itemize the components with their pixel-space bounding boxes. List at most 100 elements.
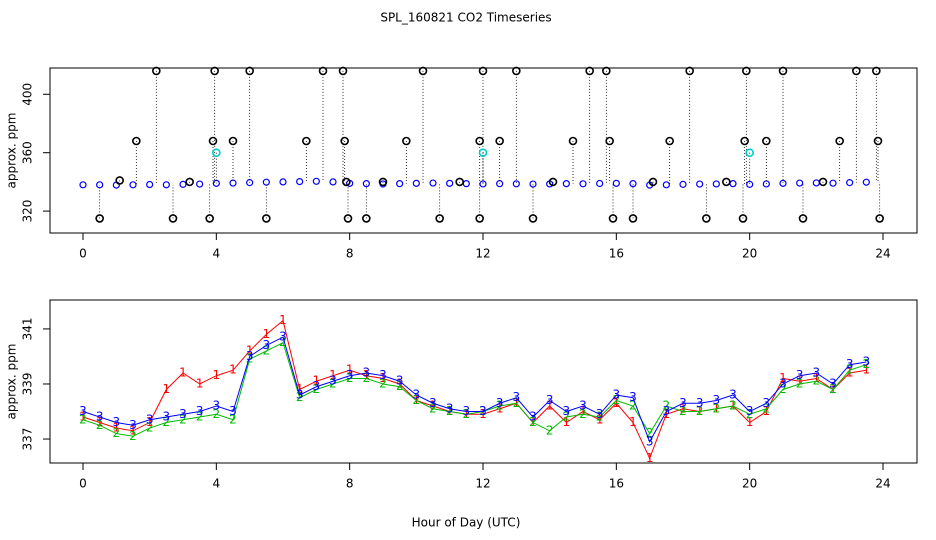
data-marker: 3: [846, 357, 854, 371]
data-marker: 3: [163, 410, 171, 424]
data-marker: 2: [463, 407, 471, 421]
data-marker: 1: [329, 368, 337, 382]
x-tick-label: 4: [213, 477, 221, 491]
data-marker: 3: [563, 404, 571, 418]
data-marker: 2: [413, 393, 421, 407]
data-point: [679, 180, 687, 188]
data-point: [495, 136, 504, 146]
y-tick-label: 360: [21, 141, 35, 164]
data-point: [318, 66, 328, 76]
data-marker: 2: [546, 423, 554, 437]
data-marker: 1: [796, 374, 804, 388]
data-point: [340, 136, 349, 146]
data-point: [738, 214, 748, 223]
data-point: [208, 136, 218, 146]
data-marker: 1: [163, 382, 171, 396]
data-point: [475, 214, 484, 223]
data-point: [129, 181, 137, 189]
data-point: [95, 214, 104, 223]
data-marker: 3: [146, 412, 154, 426]
data-marker: 2: [596, 410, 604, 424]
data-marker: 2: [529, 415, 537, 429]
data-marker: 3: [413, 387, 421, 401]
data-marker: 2: [329, 376, 337, 390]
x-tick-label: 12: [475, 247, 490, 261]
data-point: [228, 136, 238, 146]
x-tick-label: 12: [475, 477, 490, 491]
data-marker: 3: [496, 396, 504, 410]
data-marker: 3: [113, 415, 121, 429]
data-marker: 2: [229, 412, 237, 426]
data-marker: 2: [346, 371, 354, 385]
data-point: [875, 214, 884, 223]
data-marker: 1: [546, 399, 554, 413]
data-point: [818, 177, 828, 187]
data-point: [529, 180, 537, 188]
data-marker: 3: [246, 349, 254, 363]
data-point: [722, 177, 731, 187]
data-point: [778, 66, 788, 76]
data-point: [296, 178, 304, 186]
data-marker: 3: [579, 399, 587, 413]
data-point: [343, 214, 353, 223]
data-point: [212, 148, 221, 157]
data-marker: 2: [163, 415, 171, 429]
data-point: [665, 136, 674, 146]
data-marker: 2: [363, 371, 371, 385]
data-marker: 2: [96, 418, 104, 432]
data-point: [562, 180, 570, 188]
data-marker: 1: [763, 404, 771, 418]
data-marker: 2: [679, 404, 687, 418]
data-marker: 1: [313, 374, 321, 388]
data-point: [596, 179, 604, 188]
y-tick-label: 400: [21, 83, 35, 106]
data-marker: 3: [546, 393, 554, 407]
data-marker: 2: [829, 382, 837, 396]
data-marker: 1: [679, 401, 687, 415]
data-marker: 3: [346, 368, 354, 382]
data-marker: 1: [396, 376, 404, 390]
data-point: [512, 66, 521, 76]
data-marker: 2: [779, 382, 787, 396]
data-marker: 3: [313, 379, 321, 393]
y-axis-label: approx. ppm: [5, 344, 19, 420]
data-marker: 1: [113, 421, 121, 435]
data-point: [779, 179, 787, 187]
data-point: [402, 136, 411, 146]
data-point: [648, 177, 658, 187]
data-marker: 2: [379, 376, 387, 390]
data-point: [338, 66, 348, 76]
data-point: [132, 136, 141, 146]
data-point: [329, 178, 337, 186]
data-point: [512, 180, 520, 188]
y-tick-label: 320: [21, 200, 35, 223]
x-tick-label: 24: [875, 247, 890, 261]
data-marker: 1: [96, 415, 104, 429]
data-point: [745, 148, 754, 157]
data-point: [362, 180, 370, 188]
data-point: [342, 177, 351, 187]
data-point: [662, 181, 670, 189]
data-marker: 3: [863, 354, 871, 368]
data-point: [478, 148, 488, 157]
data-marker: 1: [246, 343, 254, 357]
data-marker: 2: [263, 343, 271, 357]
data-marker: 3: [729, 387, 737, 401]
series-line: [82, 319, 867, 460]
data-marker: 2: [613, 393, 621, 407]
data-point: [196, 180, 204, 188]
data-marker: 3: [779, 376, 787, 390]
data-point: [608, 214, 618, 223]
data-point: [528, 214, 538, 223]
data-marker: 2: [429, 401, 437, 415]
series-line: [82, 341, 867, 437]
data-point: [262, 214, 271, 223]
data-point: [478, 66, 488, 76]
x-tick-label: 20: [742, 247, 757, 261]
data-marker: 3: [663, 404, 671, 418]
data-point: [798, 214, 808, 223]
data-marker: 3: [829, 376, 837, 390]
data-marker: 2: [513, 396, 521, 410]
data-point: [746, 180, 754, 188]
data-marker: 1: [813, 371, 821, 385]
